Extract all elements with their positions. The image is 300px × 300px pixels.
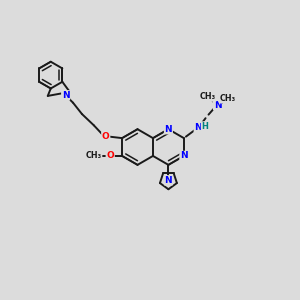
Text: N: N [62,91,69,100]
Text: H: H [201,122,208,131]
Text: CH₃: CH₃ [86,152,102,160]
Text: N: N [165,176,172,185]
Text: CH₃: CH₃ [200,92,216,101]
Text: O: O [106,152,114,160]
Text: N: N [165,125,172,134]
Text: O: O [102,132,110,141]
Text: N: N [194,123,202,132]
Text: CH₃: CH₃ [220,94,236,103]
Text: N: N [180,152,188,160]
Text: N: N [214,100,221,109]
